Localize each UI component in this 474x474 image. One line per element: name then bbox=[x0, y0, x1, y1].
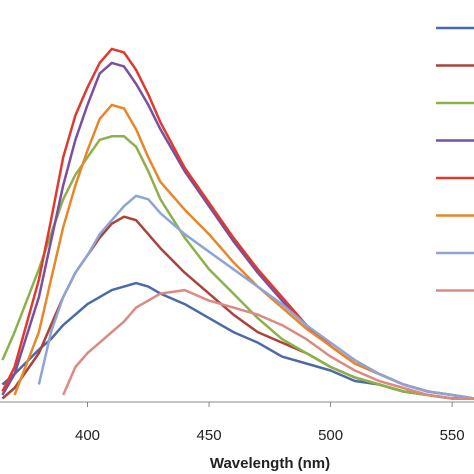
x-tick-label: 400 bbox=[75, 427, 100, 444]
x-tick-label: 550 bbox=[440, 427, 465, 444]
data-line bbox=[1, 135, 474, 400]
x-axis-label: Wavelength (nm) bbox=[210, 455, 330, 472]
data-line bbox=[1, 47, 474, 400]
data-line bbox=[62, 288, 474, 400]
data-line bbox=[1, 281, 474, 400]
x-tick-label: 450 bbox=[197, 427, 222, 444]
x-tick-label: 500 bbox=[318, 427, 343, 444]
data-line bbox=[37, 194, 474, 400]
data-line bbox=[1, 61, 474, 400]
